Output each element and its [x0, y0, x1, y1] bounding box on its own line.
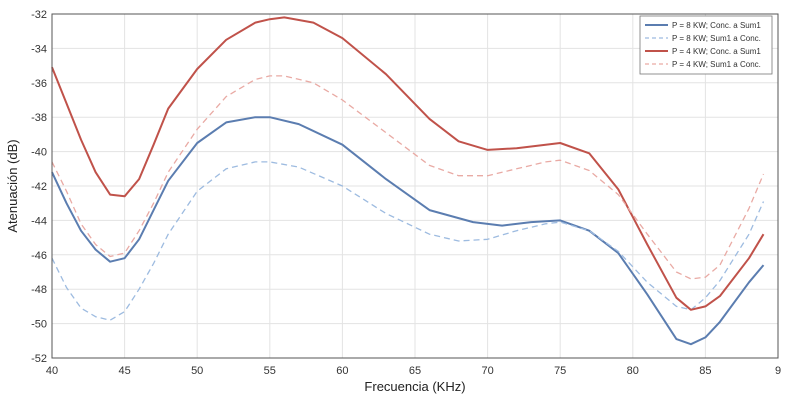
- y-tick-label: -50: [31, 319, 47, 331]
- legend-label: P = 4 KW; Sum1 a Conc.: [672, 60, 761, 69]
- y-tick-label: -40: [31, 147, 47, 159]
- series-line-1: [51, 116, 765, 346]
- y-tick-label: -52: [31, 353, 47, 365]
- x-axis-ticks: 40 45 50 55 60 65 70 75 80 85 9: [46, 365, 781, 377]
- x-tick-label: 55: [264, 365, 276, 377]
- y-axis-label: Atenuación (dB): [5, 139, 20, 232]
- x-tick-label: 65: [409, 365, 421, 377]
- x-axis-label: Frecuencia (KHz): [364, 379, 465, 394]
- y-tick-label: -36: [31, 78, 47, 90]
- y-tick-label: -34: [31, 43, 47, 55]
- series-line-4: [51, 75, 765, 280]
- x-tick-label: 40: [46, 365, 58, 377]
- x-tick-label: 9: [775, 365, 781, 377]
- y-axis-ticks: -32 -34 -36 -38 -40 -42 -44 -46 -48 -50 -52: [31, 9, 47, 365]
- legend-label: P = 8 KW; Sum1 a Conc.: [672, 34, 761, 43]
- x-tick-label: 60: [336, 365, 348, 377]
- y-tick-label: -42: [31, 181, 47, 193]
- x-tick-label: 75: [554, 365, 566, 377]
- series-lines: [51, 16, 765, 346]
- plot-frame: [51, 13, 779, 359]
- y-tick-label: -48: [31, 284, 47, 296]
- y-tick-label: -32: [31, 9, 47, 21]
- legend: P = 8 KW; Conc. a Sum1 P = 8 KW; Sum1 a C…: [639, 15, 773, 75]
- y-tick-label: -38: [31, 112, 47, 124]
- x-tick-label: 80: [627, 365, 639, 377]
- x-tick-label: 45: [118, 365, 130, 377]
- legend-label: P = 4 KW; Conc. a Sum1: [672, 47, 761, 56]
- y-tick-label: -44: [31, 215, 47, 227]
- series-line-3: [51, 16, 765, 311]
- y-tick-label: -46: [31, 250, 47, 262]
- series-line-2: [51, 161, 765, 321]
- x-tick-label: 85: [699, 365, 711, 377]
- legend-label: P = 8 KW; Conc. a Sum1: [672, 21, 761, 30]
- x-tick-label: 70: [481, 365, 493, 377]
- x-tick-label: 50: [191, 365, 203, 377]
